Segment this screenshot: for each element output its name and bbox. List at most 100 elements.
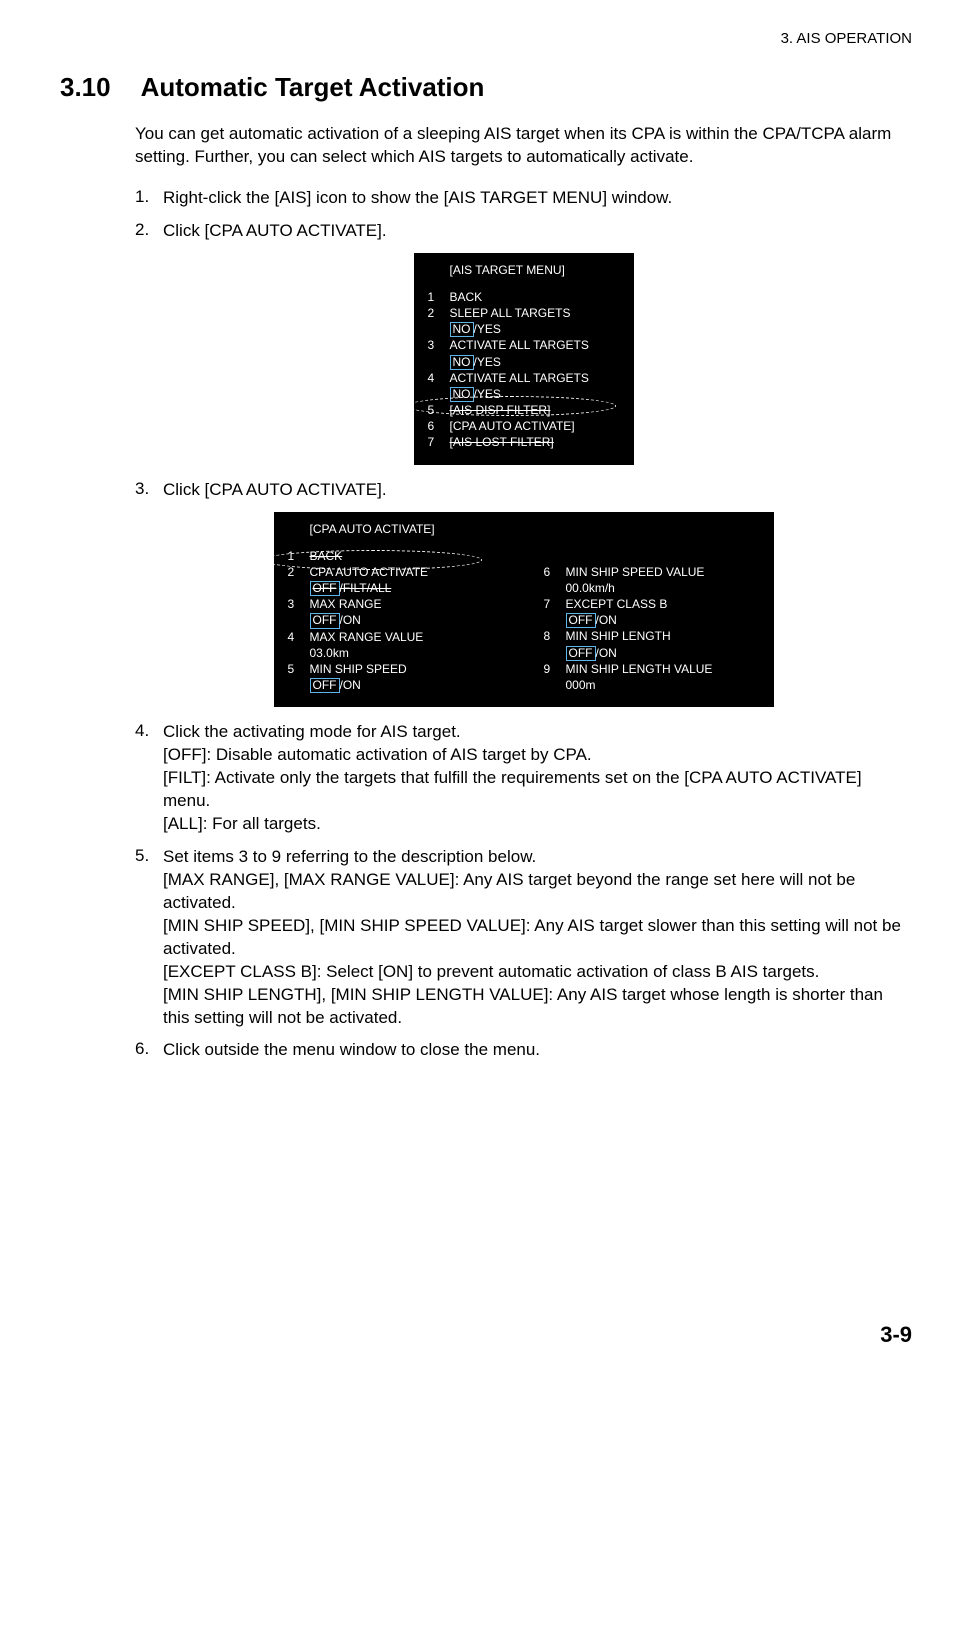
step-6: 6. Click outside the menu window to clos… [135, 1039, 912, 1062]
step-text: Click outside the menu window to close t… [163, 1039, 912, 1062]
menu-option: OFF/ON [566, 612, 760, 628]
menu-item: 9 MIN SHIP LENGTH VALUE [544, 661, 760, 677]
option-rest: /ON [340, 613, 361, 627]
option-rest: /FILT/ALL [340, 581, 392, 595]
step-5: 5. Set items 3 to 9 referring to the des… [135, 846, 912, 1030]
step-number: 5. [135, 846, 163, 1030]
section-heading: 3.10 Automatic Target Activation [60, 72, 912, 103]
step-line: [EXCEPT CLASS B]: Select [ON] to prevent… [163, 961, 912, 984]
step-text: Right-click the [AIS] icon to show the [… [163, 187, 912, 210]
step-number: 4. [135, 721, 163, 836]
page-number: 3-9 [60, 1322, 912, 1348]
menu-item: 1 BACK [428, 289, 620, 305]
step-line: [MIN SHIP LENGTH], [MIN SHIP LENGTH VALU… [163, 984, 912, 1030]
section-title: Automatic Target Activation [141, 72, 485, 103]
steps-list: 1. Right-click the [AIS] icon to show th… [135, 187, 912, 1063]
menu-index: 4 [428, 370, 450, 386]
step-line: Click the activating mode for AIS target… [163, 721, 912, 744]
menu-index: 4 [288, 629, 310, 645]
menu-item: 4 MAX RANGE VALUE [288, 629, 504, 645]
menu-item: 8 MIN SHIP LENGTH [544, 628, 760, 644]
section-number: 3.10 [60, 72, 111, 103]
menu-item: 4 ACTIVATE ALL TARGETS [428, 370, 620, 386]
menu-index: 7 [428, 434, 450, 450]
step-text: Click the activating mode for AIS target… [163, 721, 912, 836]
option-rest: /YES [474, 355, 501, 369]
step-number: 6. [135, 1039, 163, 1062]
menu-index: 8 [544, 628, 566, 644]
menu-index: 3 [288, 596, 310, 612]
menu-index: 5 [288, 661, 310, 677]
menu-index: 9 [544, 661, 566, 677]
menu-label: [CPA AUTO ACTIVATE] [450, 418, 575, 434]
step-line: [ALL]: For all targets. [163, 813, 912, 836]
menu-label: MIN SHIP LENGTH [566, 628, 671, 644]
step-number: 2. [135, 220, 163, 243]
menu-value: 000m [566, 677, 760, 693]
menu-label: [AIS LOST FILTER] [450, 434, 554, 450]
option-rest: /ON [340, 678, 361, 692]
selected-option: NO [450, 322, 474, 337]
selected-option: OFF [566, 613, 596, 628]
selected-option: NO [450, 387, 474, 402]
menu-option: OFF/ON [310, 612, 504, 628]
option-rest: /ON [596, 613, 617, 627]
cpa-auto-activate-menu: [CPA AUTO ACTIVATE] 1 BACK 2 CPA AUTO AC… [274, 512, 774, 708]
menu-index: 5 [428, 402, 450, 418]
step-1: 1. Right-click the [AIS] icon to show th… [135, 187, 912, 210]
menu-title: [CPA AUTO ACTIVATE] [310, 522, 760, 536]
menu-label: ACTIVATE ALL TARGETS [450, 370, 589, 386]
option-rest: /YES [474, 322, 501, 336]
selected-option: NO [450, 355, 474, 370]
menu-item: 6 MIN SHIP SPEED VALUE [544, 564, 760, 580]
ais-target-menu: [AIS TARGET MENU] 1 BACK 2 SLEEP ALL TAR… [414, 253, 634, 465]
menu-item: 3 ACTIVATE ALL TARGETS [428, 337, 620, 353]
menu-label: MAX RANGE [310, 596, 382, 612]
menu-label: BACK [310, 548, 343, 564]
menu-value: 03.0km [310, 645, 504, 661]
menu-label: MAX RANGE VALUE [310, 629, 424, 645]
step-text: Click [CPA AUTO ACTIVATE]. [163, 220, 912, 243]
menu-index: 6 [428, 418, 450, 434]
menu-item: 3 MAX RANGE [288, 596, 504, 612]
step-3: 3. Click [CPA AUTO ACTIVATE]. [135, 479, 912, 502]
step-line: [OFF]: Disable automatic activation of A… [163, 744, 912, 767]
menu-label: MIN SHIP LENGTH VALUE [566, 661, 713, 677]
menu-label: MIN SHIP SPEED VALUE [566, 564, 705, 580]
menu-value: 00.0km/h [566, 580, 760, 596]
menu-right-column: 6 MIN SHIP SPEED VALUE 00.0km/h 7 EXCEPT… [544, 548, 760, 694]
menu-option: OFF/ON [310, 677, 504, 693]
menu-label: CPA AUTO ACTIVATE [310, 564, 428, 580]
menu-label: [AIS DISP FILTER] [450, 402, 551, 418]
selected-option: OFF [310, 613, 340, 628]
menu-index: 7 [544, 596, 566, 612]
chapter-header: 3. AIS OPERATION [60, 30, 912, 47]
step-text: Click [CPA AUTO ACTIVATE]. [163, 479, 912, 502]
menu-item: 2 SLEEP ALL TARGETS [428, 305, 620, 321]
option-rest: /ON [596, 646, 617, 660]
step-number: 3. [135, 479, 163, 502]
menu-title: [AIS TARGET MENU] [450, 263, 620, 277]
menu-label: EXCEPT CLASS B [566, 596, 668, 612]
step-text: Set items 3 to 9 referring to the descri… [163, 846, 912, 1030]
menu-item: 5 MIN SHIP SPEED [288, 661, 504, 677]
menu-item: 5 [AIS DISP FILTER] [428, 402, 620, 418]
menu-index: 1 [288, 548, 310, 564]
menu-option: NO/YES [450, 321, 620, 337]
menu-item: 1 BACK [288, 548, 504, 564]
step-number: 1. [135, 187, 163, 210]
menu-index: 1 [428, 289, 450, 305]
step-line: [MAX RANGE], [MAX RANGE VALUE]: Any AIS … [163, 869, 912, 915]
menu-label: MIN SHIP SPEED [310, 661, 407, 677]
intro-paragraph: You can get automatic activation of a sl… [135, 123, 912, 169]
menu-index: 6 [544, 564, 566, 580]
menu-left-column: 1 BACK 2 CPA AUTO ACTIVATE OFF/FILT/ALL … [288, 548, 504, 694]
menu-index: 3 [428, 337, 450, 353]
selected-option: OFF [310, 678, 340, 693]
menu-option: OFF/ON [566, 645, 760, 661]
option-rest: /YES [474, 387, 501, 401]
step-line: [MIN SHIP SPEED], [MIN SHIP SPEED VALUE]… [163, 915, 912, 961]
menu-option: NO/YES [450, 386, 620, 402]
menu-label: BACK [450, 289, 483, 305]
menu-item: 7 [AIS LOST FILTER] [428, 434, 620, 450]
